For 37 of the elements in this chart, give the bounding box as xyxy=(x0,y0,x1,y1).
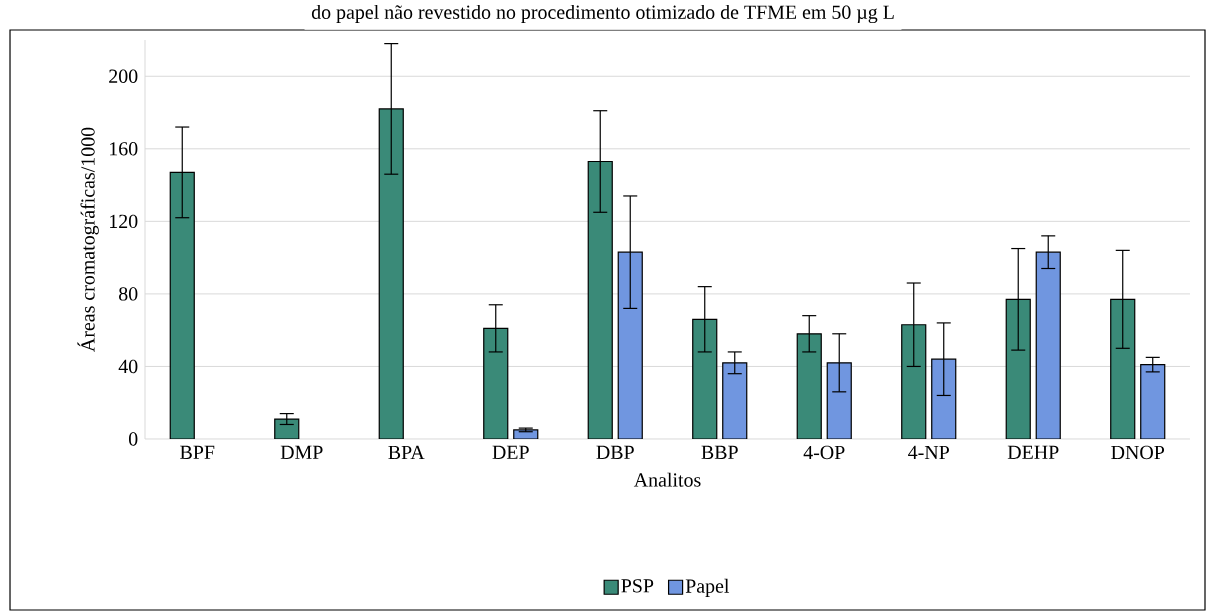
y-tick-label: 40 xyxy=(118,359,138,374)
bar xyxy=(826,362,852,439)
bar xyxy=(169,171,195,439)
bar xyxy=(796,333,822,439)
x-tick-label: BPF xyxy=(180,445,215,459)
x-tick-label: DMP xyxy=(280,445,323,459)
bar xyxy=(1035,251,1061,439)
x-tick-label: DEHP xyxy=(1007,445,1059,459)
y-axis-title: Áreas cromatográficas/1000 xyxy=(77,127,99,352)
x-tick-label: 4-NP xyxy=(908,445,949,459)
bar xyxy=(901,324,927,439)
bar xyxy=(931,358,957,439)
bar xyxy=(1005,298,1031,439)
legend-label: Papel xyxy=(685,578,730,597)
y-tick-label: 80 xyxy=(119,287,138,301)
bar xyxy=(378,108,404,439)
x-tick-label: BPA xyxy=(388,445,425,460)
y-tick-label: 160 xyxy=(110,142,138,156)
bar xyxy=(692,318,718,439)
x-tick-label: BBP xyxy=(701,445,738,459)
x-tick-label: DNOP xyxy=(1111,445,1165,460)
bar xyxy=(722,362,748,439)
chart-title: do papel não revestido no procedimento otimizado de TFME em 50 µg L xyxy=(311,4,894,24)
x-tick-label: DBP xyxy=(596,445,634,459)
x-tick-label: 4-OP xyxy=(803,445,845,460)
y-tick-label: 0 xyxy=(128,432,138,446)
x-tick-label: DEP xyxy=(492,445,529,459)
bar xyxy=(1140,364,1166,439)
y-tick-label: 200 xyxy=(109,69,138,83)
bar xyxy=(587,160,613,439)
x-axis-title: Analitos xyxy=(633,472,701,487)
bar xyxy=(1110,298,1136,439)
y-tick-label: 120 xyxy=(110,214,138,229)
bar xyxy=(274,418,300,439)
bar xyxy=(617,251,643,439)
legend-label: PSP xyxy=(621,579,654,593)
bar xyxy=(483,327,509,439)
